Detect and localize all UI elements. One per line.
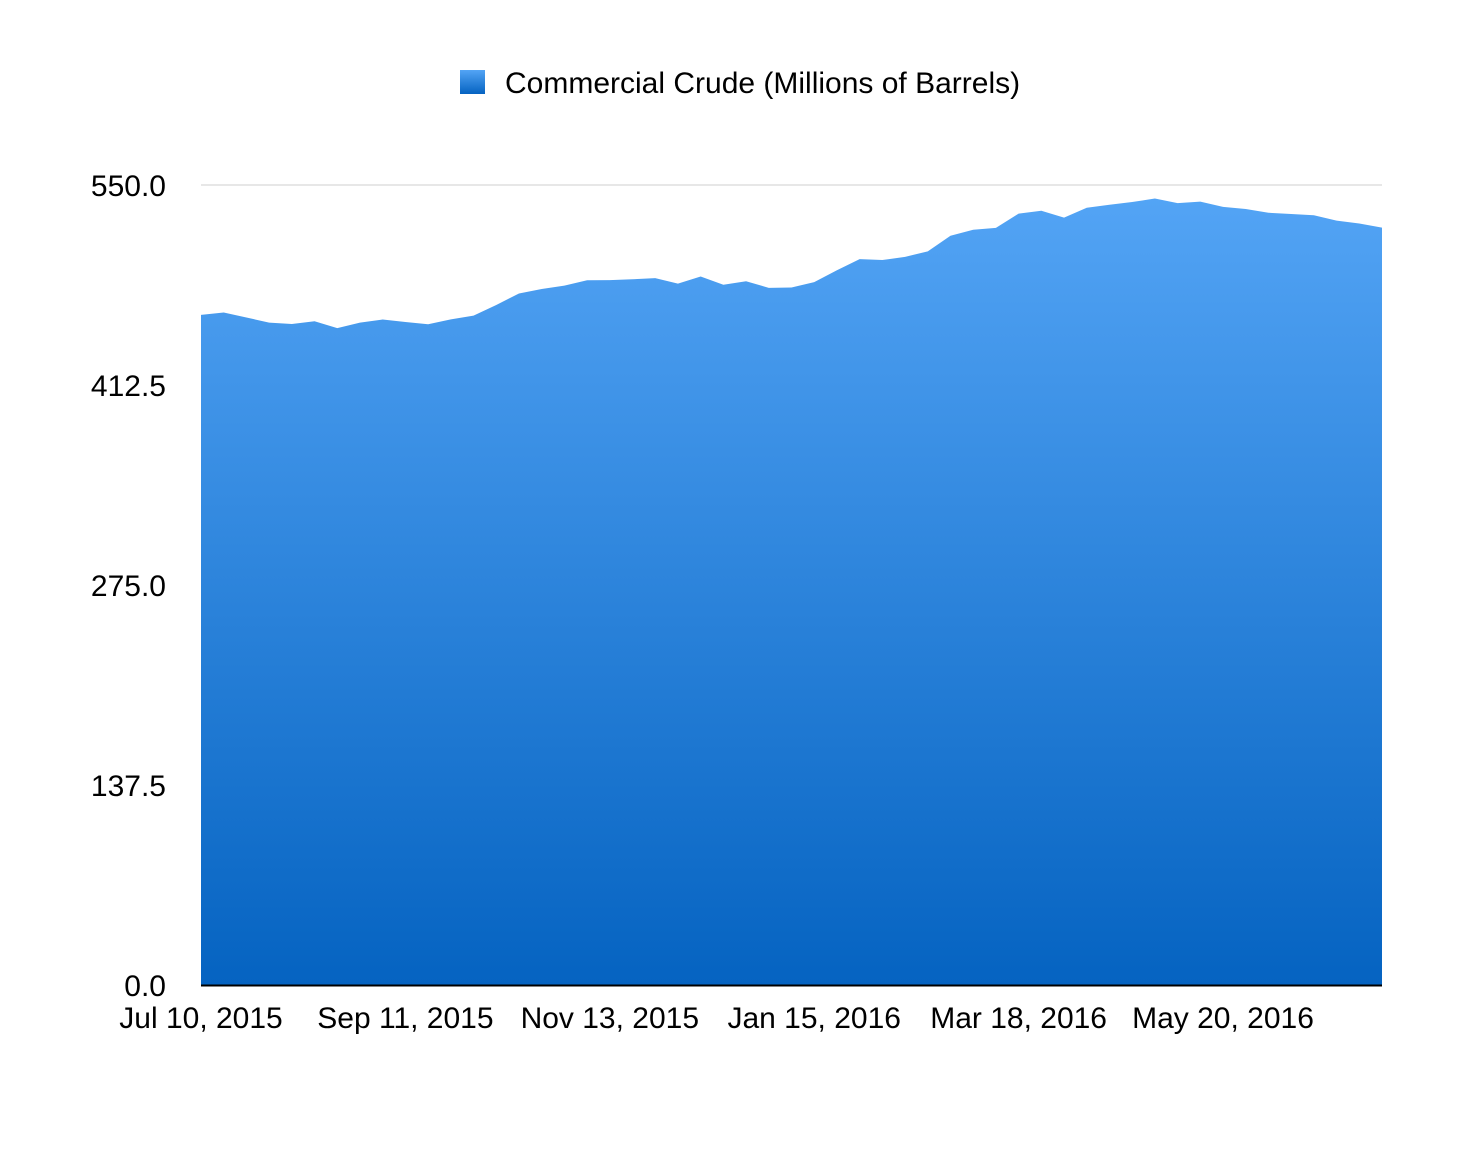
y-tick-label: 137.5 — [91, 770, 166, 803]
legend-label: Commercial Crude (Millions of Barrels) — [505, 67, 1020, 100]
legend: Commercial Crude (Millions of Barrels) — [460, 67, 1020, 100]
legend-swatch — [460, 70, 485, 94]
y-tick-label: 412.5 — [91, 370, 166, 403]
series-area — [201, 198, 1382, 985]
x-tick-label: May 20, 2016 — [1132, 1002, 1314, 1035]
x-tick-label: Jul 10, 2015 — [119, 1002, 282, 1035]
y-tick-label: 275.0 — [91, 570, 166, 603]
y-tick-label: 0.0 — [124, 970, 166, 1003]
y-axis-tick-labels: 0.0 137.5 275.0 412.5 550.0 — [91, 170, 166, 1003]
x-tick-label: Sep 11, 2015 — [317, 1002, 493, 1035]
x-axis-tick-labels: Jul 10, 2015 Sep 11, 2015 Nov 13, 2015 Jan … — [119, 1002, 1314, 1035]
x-tick-label: Nov 13, 2015 — [521, 1002, 699, 1035]
series-area-commercial-crude — [201, 198, 1382, 985]
x-tick-label: Jan 15, 2016 — [727, 1002, 900, 1035]
x-tick-label: Mar 18, 2016 — [930, 1002, 1107, 1035]
y-tick-label: 550.0 — [91, 170, 166, 203]
